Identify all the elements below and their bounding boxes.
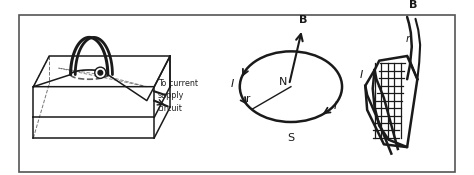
Circle shape (95, 67, 106, 78)
FancyBboxPatch shape (19, 15, 455, 172)
Text: r: r (405, 34, 410, 44)
Text: B: B (299, 15, 307, 25)
Text: S: S (287, 133, 294, 143)
Text: N: N (279, 77, 288, 87)
Circle shape (98, 70, 103, 75)
Text: I: I (334, 101, 337, 111)
Text: To current
supply
circuit: To current supply circuit (158, 79, 198, 113)
Text: B: B (410, 0, 418, 9)
Text: I: I (230, 79, 234, 89)
Text: r: r (246, 94, 250, 104)
Text: I: I (360, 70, 364, 80)
